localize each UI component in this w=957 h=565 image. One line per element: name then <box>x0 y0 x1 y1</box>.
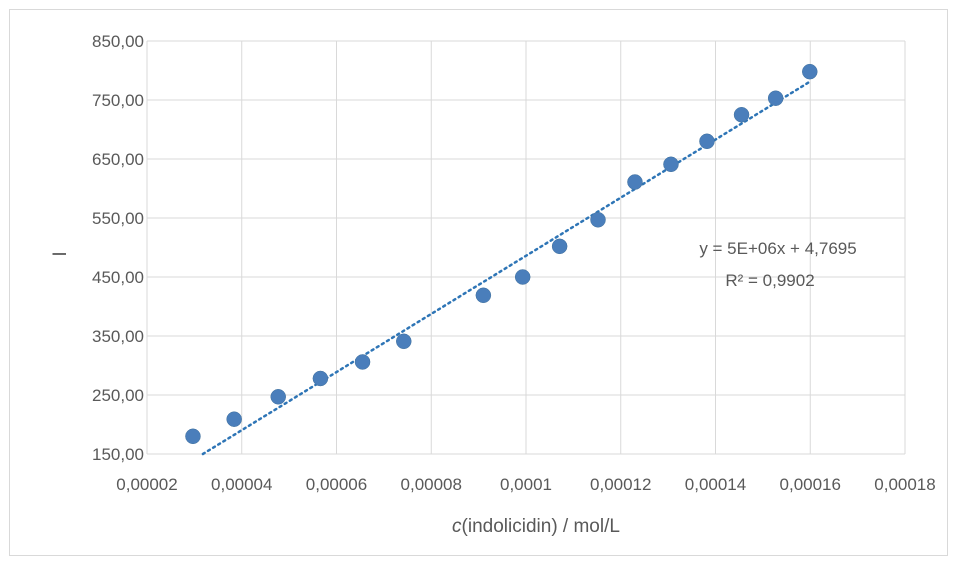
x-tick-label: 0,00018 <box>874 475 935 494</box>
data-point <box>699 133 715 150</box>
data-point <box>733 107 750 123</box>
data-point <box>514 269 531 285</box>
data-point <box>590 212 606 228</box>
data-point <box>663 156 679 173</box>
data-point <box>802 63 818 80</box>
y-axis-title: I <box>50 251 71 256</box>
y-tick-label: 450,00 <box>92 268 144 287</box>
y-tick-label: 250,00 <box>92 386 144 405</box>
data-point <box>312 370 329 387</box>
trendline-r-squared: R² = 0,9902 <box>725 271 814 290</box>
data-point <box>396 333 412 350</box>
data-point <box>185 428 201 445</box>
x-tick-label: 0,0001 <box>500 475 552 494</box>
x-tick-label: 0,00006 <box>306 475 367 494</box>
y-axis-ticks: 150,00 250,00 350,00 450,00 550,00 650,00 750,… <box>92 32 144 464</box>
trendline-equation: y = 5E+06x + 4,7695 <box>699 239 856 258</box>
x-axis-title: c(indolicidin) / mol/L <box>452 516 620 537</box>
data-point <box>475 287 492 304</box>
data-point <box>270 389 286 405</box>
x-tick-label: 0,00012 <box>590 475 651 494</box>
y-tick-label: 650,00 <box>92 150 144 169</box>
y-tick-label: 750,00 <box>92 91 144 110</box>
y-tick-label: 850,00 <box>92 32 144 51</box>
y-tick-label: 350,00 <box>92 327 144 346</box>
x-tick-label: 0,00008 <box>401 475 462 494</box>
x-tick-label: 0,00004 <box>211 475 272 494</box>
x-axis-ticks: 0,00002 0,00004 0,00006 0,00008 0,0001 0,0001… <box>116 475 935 494</box>
data-point <box>354 354 371 370</box>
data-point <box>226 411 242 427</box>
linear-trendline <box>201 81 811 456</box>
y-tick-label: 550,00 <box>92 209 144 228</box>
y-tick-label: 150,00 <box>92 445 144 464</box>
data-point <box>551 238 568 255</box>
x-tick-label: 0,00016 <box>780 475 841 494</box>
data-point <box>767 90 784 106</box>
data-point <box>627 174 643 190</box>
x-tick-label: 0,00002 <box>116 475 177 494</box>
x-tick-label: 0,00014 <box>685 475 746 494</box>
x-axis-title-italic: c <box>452 516 462 537</box>
x-axis-title-rest: (indolicidin) / mol/L <box>462 516 620 537</box>
data-points <box>185 63 818 445</box>
